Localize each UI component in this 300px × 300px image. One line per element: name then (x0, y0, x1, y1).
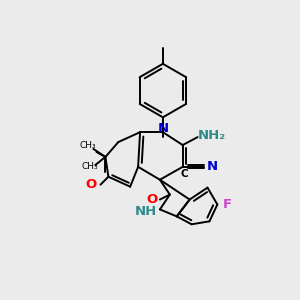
Text: N: N (157, 122, 168, 135)
Text: NH: NH (135, 205, 157, 218)
Text: CH₃: CH₃ (81, 162, 98, 171)
Text: O: O (85, 178, 96, 191)
Text: N: N (207, 160, 218, 173)
Text: O: O (146, 193, 158, 206)
Text: CH₃: CH₃ (79, 140, 96, 149)
Text: C: C (181, 169, 188, 179)
Text: NH₂: NH₂ (197, 129, 226, 142)
Text: F: F (223, 198, 232, 211)
